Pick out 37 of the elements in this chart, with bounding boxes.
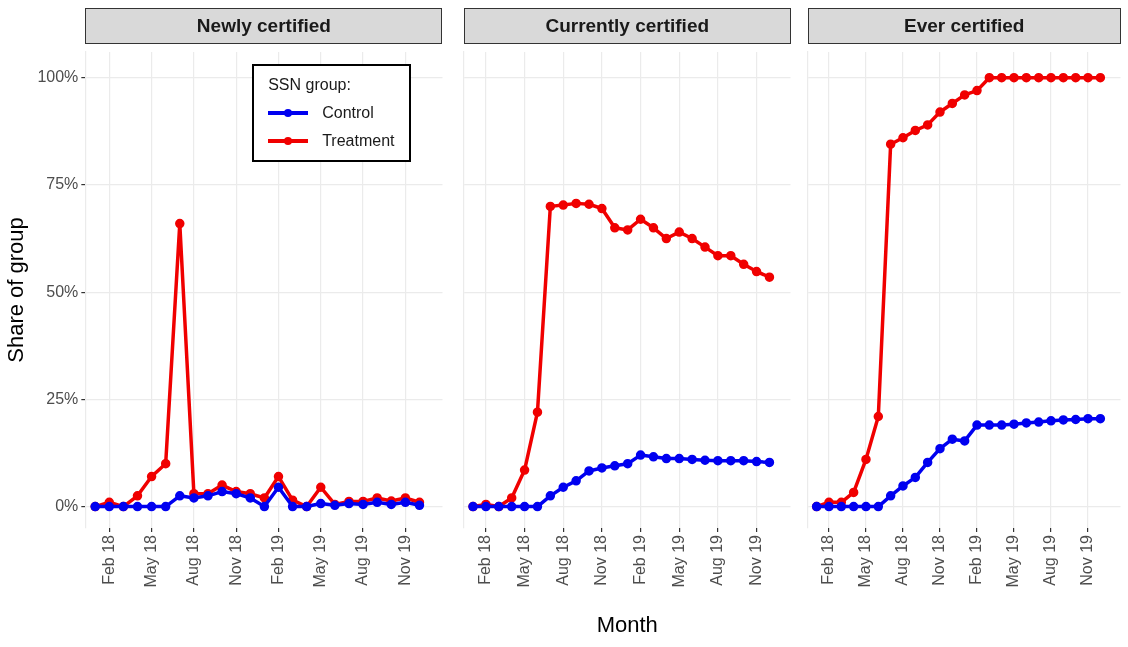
x-tick-label: Nov 18 — [226, 534, 244, 586]
x-tick-label: Aug 18 — [893, 534, 911, 586]
x-tick-label: Nov 19 — [746, 534, 764, 586]
x-tick-label: May 18 — [514, 534, 532, 588]
x-tick-label: Nov 18 — [930, 534, 948, 586]
x-tick-label: May 18 — [141, 534, 159, 588]
x-tick-label: Aug 19 — [353, 534, 371, 586]
x-tick-label: Aug 18 — [553, 534, 571, 586]
chart-title: Newly certified — [85, 8, 443, 44]
x-tick-label: Feb 19 — [967, 534, 985, 585]
x-axis-title: Month — [596, 611, 658, 637]
y-tick-label: 75% — [46, 175, 79, 193]
y-tick-label: 0% — [55, 496, 79, 514]
chart-title: Currently certified — [464, 8, 791, 44]
y-axis-title: Share of group — [3, 217, 29, 363]
legend-label: Treatment — [322, 132, 395, 150]
x-tick-label: May 19 — [669, 534, 687, 588]
legend-title: SSN group: — [268, 76, 352, 94]
x-tick-label: May 19 — [1004, 534, 1022, 588]
x-tick-label: Nov 19 — [395, 534, 413, 586]
x-tick-label: Aug 19 — [708, 534, 726, 586]
x-tick-label: Feb 18 — [99, 534, 117, 585]
x-tick-label: May 18 — [856, 534, 874, 588]
x-tick-label: Aug 18 — [184, 534, 202, 586]
chart-title: Ever certified — [808, 8, 1121, 44]
x-tick-label: Feb 19 — [630, 534, 648, 585]
x-tick-label: Feb 18 — [819, 534, 837, 585]
x-tick-label: May 19 — [311, 534, 329, 588]
x-tick-label: Feb 19 — [268, 534, 286, 585]
y-tick-label: 25% — [46, 389, 79, 407]
y-tick-label: 100% — [37, 68, 79, 86]
x-tick-label: Nov 19 — [1078, 534, 1096, 586]
x-tick-label: Feb 18 — [476, 534, 494, 585]
x-tick-label: Nov 18 — [592, 534, 610, 586]
legend-label: Control — [322, 104, 374, 122]
y-tick-label: 50% — [46, 282, 79, 300]
x-tick-label: Aug 19 — [1041, 534, 1059, 586]
